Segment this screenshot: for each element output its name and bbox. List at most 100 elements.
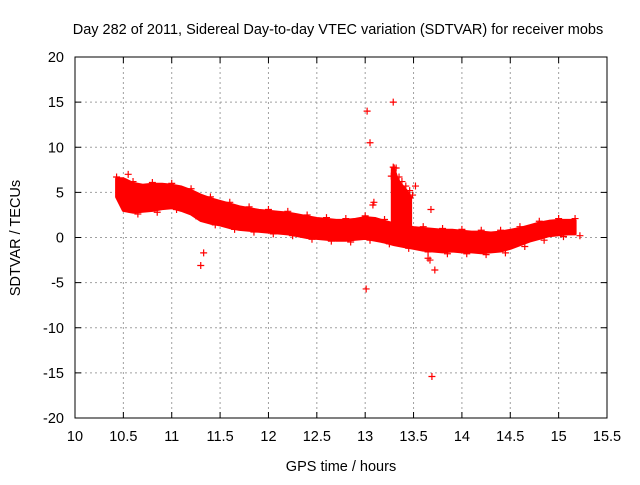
data-point (289, 232, 297, 240)
x-tick-label: 14 (454, 429, 470, 445)
data-point (395, 173, 403, 181)
data-point (284, 207, 292, 215)
plot-frame (74, 56, 608, 419)
y-tick-label: 5 (56, 185, 64, 201)
data-point (211, 221, 219, 229)
data-point (409, 191, 417, 199)
data-point (370, 198, 378, 206)
data-point (381, 215, 389, 223)
y-tick-label: 15 (48, 95, 64, 111)
data-point (392, 164, 400, 172)
y-tick-label: 10 (48, 140, 64, 156)
data-point (173, 206, 181, 214)
y-tick-label: 0 (56, 231, 64, 247)
data-point (555, 215, 563, 223)
data-point-cloud (115, 177, 577, 255)
x-tick-label: 12.5 (303, 429, 331, 445)
y-axis-label: SDTVAR / TECUs (8, 180, 24, 296)
x-tick-label: 11 (164, 429, 179, 445)
y-tick-label: -15 (43, 366, 64, 382)
data-point (192, 212, 200, 220)
data-point (424, 254, 432, 262)
data-point (482, 251, 490, 259)
data-point (463, 250, 471, 258)
y-tick-label: 20 (48, 50, 64, 66)
data-point (200, 249, 208, 257)
data-point (389, 98, 397, 106)
data-point (366, 139, 374, 147)
data-point (197, 261, 205, 269)
data-point (540, 236, 548, 244)
y-tick-label: -10 (43, 321, 64, 337)
data-point-spike (390, 168, 413, 235)
data-point (535, 217, 543, 225)
data-point (516, 223, 524, 231)
data-point (363, 107, 371, 115)
data-point (327, 237, 335, 245)
data-point (303, 211, 311, 219)
data-points (113, 98, 584, 380)
data-point (308, 235, 316, 243)
data-point (113, 173, 121, 181)
data-point (168, 179, 176, 187)
chart-title: Day 282 of 2011, Sidereal Day-to-day VTE… (73, 22, 604, 38)
data-point (347, 238, 355, 246)
data-point (402, 182, 410, 190)
data-point (405, 244, 413, 252)
data-point (521, 243, 529, 251)
data-point (443, 250, 451, 258)
data-point (439, 224, 447, 232)
x-tick-label: 13 (357, 429, 373, 445)
x-tick-label: 10.5 (109, 429, 137, 445)
data-point (428, 372, 436, 380)
data-point (427, 206, 435, 214)
data-point (411, 182, 419, 190)
data-point (134, 210, 142, 218)
x-tick-label: 10 (67, 429, 83, 445)
data-point (366, 236, 374, 244)
data-point (431, 266, 439, 274)
data-point (226, 198, 234, 206)
data-point (398, 178, 406, 186)
x-tick-label: 11.5 (207, 429, 234, 445)
data-point (250, 228, 258, 236)
data-point (153, 208, 161, 216)
data-point (424, 248, 432, 256)
data-point (322, 214, 330, 222)
data-point (124, 170, 132, 178)
data-point (148, 178, 156, 186)
data-point (342, 215, 350, 223)
x-axis-label: GPS time / hours (286, 459, 396, 475)
data-point (269, 230, 277, 238)
x-tick-label: 15.5 (593, 429, 621, 445)
data-point (559, 233, 567, 241)
data-point (117, 195, 125, 203)
data-point (231, 225, 239, 233)
x-tick-label: 14.5 (496, 429, 524, 445)
x-tick-label: 13.5 (399, 429, 427, 445)
data-point (206, 193, 214, 201)
y-tick-label: -5 (51, 276, 64, 292)
data-point (264, 206, 272, 214)
data-point (406, 187, 414, 195)
data-point (361, 212, 369, 220)
data-point (497, 226, 505, 234)
data-point (129, 178, 137, 186)
axis-ticks: 10 10.5 11 11.5 12 12.5 13 13.5 14 14.5 15 15.5 20 15… (43, 50, 621, 445)
data-point (576, 232, 584, 240)
data-point (187, 185, 195, 193)
data-point (385, 240, 393, 248)
data-point (571, 215, 579, 223)
data-point (362, 285, 370, 293)
data-point (501, 249, 509, 257)
x-tick-label: 12 (260, 429, 276, 445)
data-point (400, 220, 408, 228)
data-point (458, 225, 466, 233)
x-tick-label: 15 (551, 429, 567, 445)
data-point (245, 203, 253, 211)
y-tick-label: -20 (43, 411, 64, 427)
data-point (419, 223, 427, 231)
data-point (477, 226, 485, 234)
